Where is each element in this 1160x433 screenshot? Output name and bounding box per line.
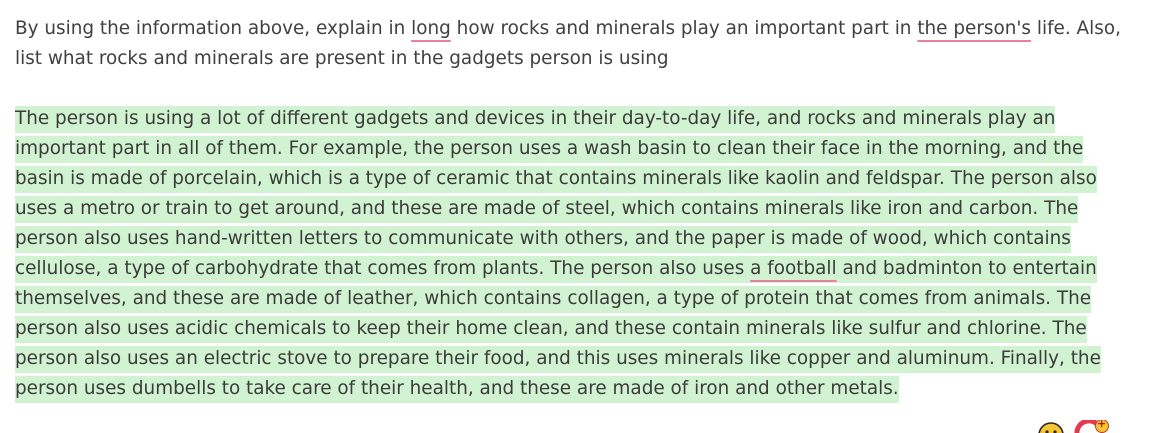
response-line-3: basin is made of porcelain, which is a t…: [15, 164, 1115, 194]
prompt-text-3: life. Also,: [1031, 18, 1121, 39]
response-line-9: person also uses an electric stove to pr…: [15, 344, 1115, 374]
spellcheck-word-persons[interactable]: the person's: [917, 18, 1032, 39]
prompt-text-line2: list what rocks and minerals are present…: [15, 48, 669, 69]
spellcheck-word-football[interactable]: a football: [750, 256, 837, 283]
plus-badge: +: [1097, 417, 1107, 430]
response-line-1: The person is using a lot of different g…: [15, 104, 1115, 134]
response-line-7: themselves, and these are made of leathe…: [15, 284, 1115, 314]
response-line-5: person also uses hand-written letters to…: [15, 224, 1115, 254]
add-reaction-icon[interactable]: +: [1074, 417, 1114, 433]
spellcheck-word-long[interactable]: long: [411, 18, 451, 39]
response-line-8: person also uses acidic chemicals to kee…: [15, 314, 1115, 344]
highlighted-response: The person is using a lot of different g…: [15, 104, 1115, 404]
response-line-6: cellulose, a type of carbohydrate that c…: [15, 254, 1115, 284]
smiley-face-icon[interactable]: [1038, 422, 1064, 433]
prompt-text-1: By using the information above, explain …: [15, 18, 412, 39]
response-line-4: uses a metro or train to get around, and…: [15, 194, 1115, 224]
prompt-text-2: how rocks and minerals play an important…: [450, 18, 918, 39]
user-prompt: By using the information above, explain …: [15, 14, 1145, 74]
response-line-2: important part in all of them. For examp…: [15, 134, 1115, 164]
response-line-10: person uses dumbells to take care of the…: [15, 374, 1115, 404]
